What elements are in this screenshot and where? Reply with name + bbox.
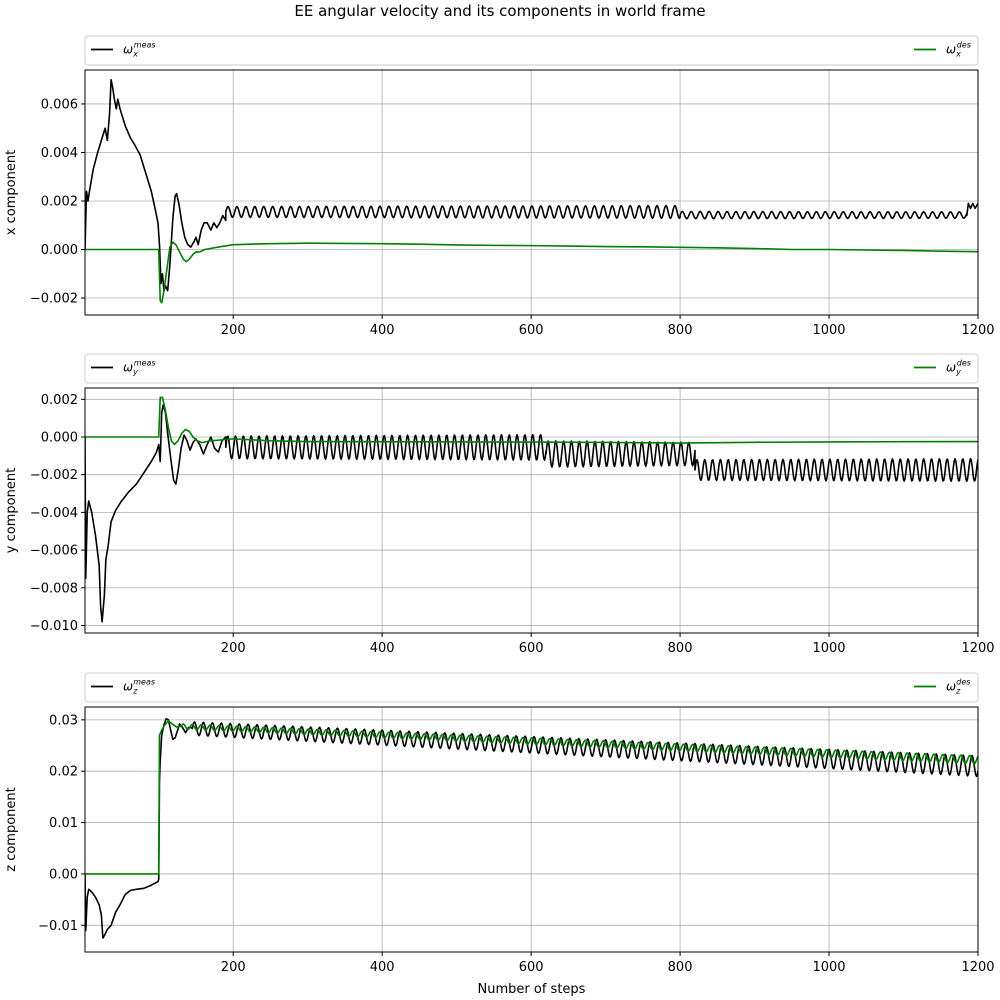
x-tick-label: 400 [370,960,395,975]
x-tick-label: 600 [519,960,544,975]
legend-label-meas: ωxmeas [123,41,156,59]
legend: ωymeas ωydes [84,353,979,384]
y-tick-label: −0.006 [30,544,78,559]
legend-superscript: des [957,41,971,50]
legend-symbol: ω [123,361,133,375]
x-tick-label: 800 [668,323,693,338]
y-tick-label: −0.01 [38,919,78,934]
legend-symbol: ω [123,680,133,694]
y-tick-label: 0.03 [49,713,78,728]
series-line-des [85,720,978,875]
y-tick-label: 0.000 [41,431,78,446]
legend-superscript: meas [134,359,156,368]
legend-label-des: ωxdes [946,41,971,59]
y-tick-label: 0.004 [41,146,78,161]
y-tick-label: 0.01 [49,816,78,831]
y-tick-label: 0.002 [41,194,78,209]
y-tick-label: 0.000 [41,243,78,258]
y-tick-label: −0.002 [30,468,78,483]
y-tick-label: −0.002 [30,292,78,307]
legend-label-meas: ωzmeas [123,678,155,696]
legend-symbol: ω [123,43,133,57]
series-line-meas [85,718,978,939]
legend-superscript: des [956,678,970,687]
y-tick-label: −0.004 [30,506,78,521]
x-tick-label: 1000 [812,641,845,656]
x-tick-label: 400 [370,641,395,656]
legend: ωzmeas ωzdes [84,672,979,703]
legend-symbol: ω [946,680,956,694]
series-line-des [85,396,978,446]
y-tick-label: 0.002 [41,393,78,408]
legend-superscript: meas [134,41,156,50]
x-tick-label: 600 [519,323,544,338]
legend-subscript: z [955,687,961,696]
x-tick-label: 600 [519,641,544,656]
legend-frame [84,672,979,703]
x-tick-label: 1200 [961,960,994,975]
legend-superscript: meas [133,678,155,687]
x-tick-label: 800 [668,641,693,656]
x-tick-label: 800 [668,960,693,975]
y-tick-label: 0.006 [41,97,78,112]
series-line-meas [85,78,978,292]
x-tick-label: 200 [221,323,246,338]
y-tick-label: −0.010 [30,619,78,634]
x-tick-label: 1200 [961,323,994,338]
x-tick-label: 200 [221,641,246,656]
y-axis-label: z component [4,787,19,872]
x-tick-label: 1000 [812,960,845,975]
series-line-meas [85,404,978,623]
legend-subscript: z [132,687,138,696]
x-tick-label: 1200 [961,641,994,656]
x-axis-label: Number of steps [478,982,586,997]
x-tick-label: 400 [370,323,395,338]
y-axis-label: y component [4,468,19,553]
legend-subscript: y [132,368,138,377]
legend-subscript: x [955,50,961,59]
legend-label-des: ωydes [946,359,971,377]
legend-symbol: ω [946,361,956,375]
legend-frame [84,35,979,66]
legend-superscript: des [957,359,971,368]
legend-frame [84,353,979,384]
legend-label-meas: ωymeas [123,359,156,377]
y-axis-label: x component [4,150,19,235]
chart-panel-1: 200 400 600 800 1000 1200 −0.002 0.000 0.002 0.00… [4,35,995,338]
figure-title: EE angular velocity and its components i… [294,2,706,20]
x-tick-label: 1000 [812,323,845,338]
legend-symbol: ω [946,43,956,57]
y-tick-label: −0.008 [30,581,78,596]
x-tick-label: 200 [221,960,246,975]
chart-panel-3: 200 400 600 800 1000 1200 −0.01 0.00 0.01 0.02 0.0… [4,672,995,997]
legend-label-des: ωzdes [946,678,970,696]
legend: ωxmeas ωxdes [84,35,979,66]
series-line-des [85,241,978,304]
legend-subscript: x [132,50,138,59]
chart-panel-2: 200 400 600 800 1000 1200 −0.010 −0.008 −0.006 −0… [4,353,995,656]
legend-subscript: y [955,368,961,377]
y-tick-label: 0.00 [49,867,78,882]
y-tick-label: 0.02 [49,765,78,780]
